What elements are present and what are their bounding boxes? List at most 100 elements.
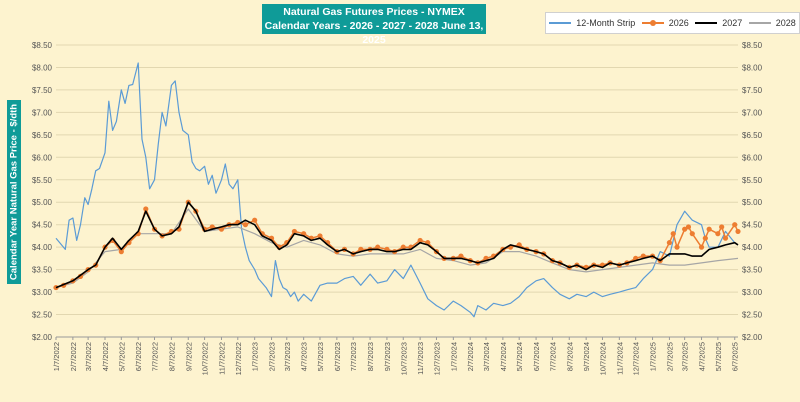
y-tick-label-right: $3.50	[742, 266, 763, 275]
series-point-2026	[118, 249, 124, 255]
chart-title-line-1: Natural Gas Futures Prices - NYMEX	[283, 6, 465, 18]
legend-item-12-month-strip: 12-Month Strip	[549, 18, 635, 28]
y-tick-label: $5.50	[32, 176, 53, 185]
x-tick-label: 7/7/2024	[548, 342, 557, 371]
y-tick-label: $3.50	[32, 266, 53, 275]
series-point-2026	[400, 244, 406, 250]
series-line-2026	[55, 201, 739, 289]
x-tick-label: 12/7/2022	[234, 342, 243, 375]
series-point-2026	[732, 222, 738, 228]
x-tick-label: 7/7/2023	[349, 342, 358, 371]
series-point-2026	[722, 235, 729, 241]
series-point-2026	[735, 228, 741, 235]
series-point-2026	[458, 253, 464, 259]
y-axis-title-box	[7, 100, 21, 284]
y-tick-label: $8.00	[32, 63, 53, 72]
legend-item-2026: 2026	[641, 18, 689, 28]
legend-swatch	[641, 20, 664, 26]
y-tick-label-right: $2.00	[742, 333, 763, 342]
x-tick-label: 5/7/2025	[714, 342, 723, 371]
series-point-2026	[143, 206, 149, 212]
x-tick-label: 4/7/2025	[698, 342, 707, 371]
x-tick-label: 3/7/2023	[283, 342, 292, 371]
x-tick-label: 1/7/2025	[649, 342, 658, 371]
x-tick-label: 7/7/2022	[151, 342, 160, 371]
x-tick-label: 1/7/2022	[52, 342, 61, 371]
x-tick-label: 2/7/2025	[665, 342, 674, 371]
y-tick-label-right: $2.50	[742, 311, 763, 320]
series-point-2026	[375, 244, 381, 250]
y-tick-label-right: $4.00	[742, 243, 763, 252]
y-tick-label: $3.00	[32, 288, 53, 297]
legend-swatch	[748, 22, 771, 24]
series-point-2026	[674, 244, 680, 250]
x-tick-label: 3/7/2025	[681, 342, 690, 371]
y-tick-label-right: $4.50	[742, 221, 763, 230]
x-tick-label: 8/7/2023	[366, 342, 375, 371]
x-tick-label: 1/7/2024	[449, 342, 458, 371]
y-tick-label: $2.00	[32, 333, 53, 342]
series-point-2026	[682, 226, 688, 232]
chart-title-line-2: Calendar Years - 2026 - 2027 - 2028 June…	[264, 20, 484, 46]
series-point-2026	[719, 224, 725, 230]
x-tick-label: 10/7/2024	[598, 342, 607, 375]
legend-swatch	[695, 22, 718, 24]
x-tick-label: 4/7/2023	[300, 342, 309, 371]
y-tick-label-right: $6.00	[742, 153, 763, 162]
y-tick-label-right: $6.50	[742, 131, 763, 140]
y-tick-label-right: $3.00	[742, 288, 763, 297]
series-point-2026	[715, 231, 721, 237]
x-tick-label: 5/7/2022	[117, 342, 126, 371]
series-point-2026	[685, 224, 692, 230]
legend-label: 12-Month Strip	[576, 18, 636, 28]
y-tick-label-right: $8.50	[742, 41, 763, 50]
series-point-2026	[702, 235, 708, 241]
x-tick-label: 1/7/2023	[251, 342, 260, 371]
x-tick-label: 9/7/2023	[383, 342, 392, 371]
x-tick-label: 3/7/2022	[84, 342, 93, 371]
x-tick-label: 9/7/2024	[582, 342, 591, 371]
y-tick-label: $6.00	[32, 153, 53, 162]
y-tick-label: $7.50	[32, 86, 53, 95]
series-point-2026	[698, 244, 705, 250]
x-tick-label: 10/7/2023	[399, 342, 408, 375]
y-tick-label: $7.00	[32, 108, 53, 117]
series-point-2026	[417, 237, 423, 244]
series-point-2026	[706, 226, 712, 232]
y-tick-label: $4.50	[32, 221, 53, 230]
x-tick-label: 8/7/2024	[565, 342, 574, 371]
legend-swatch	[549, 22, 572, 24]
y-tick-label-right: $5.00	[742, 198, 763, 207]
legend-item-2028: 2028	[748, 18, 796, 28]
x-tick-label: 11/7/2022	[217, 342, 226, 375]
x-tick-label: 11/7/2023	[416, 342, 425, 375]
series-point-2026	[670, 231, 676, 237]
series-point-2026	[242, 222, 249, 228]
x-tick-label: 5/7/2024	[515, 342, 524, 371]
y-tick-label: $5.00	[32, 198, 53, 207]
x-tick-label: 8/7/2022	[167, 342, 176, 371]
x-tick-label: 2/7/2024	[466, 342, 475, 371]
y-tick-label-right: $7.00	[742, 108, 763, 117]
series-point-2026	[689, 231, 695, 237]
y-tick-label: $2.50	[32, 311, 53, 320]
y-tick-label-right: $7.50	[742, 86, 763, 95]
x-tick-label: 11/7/2024	[615, 342, 624, 375]
series-point-2026	[291, 228, 298, 235]
x-tick-label: 10/7/2022	[201, 342, 210, 375]
x-tick-label: 12/7/2024	[632, 342, 641, 375]
legend: 12-Month Strip 2026 2027 2028	[545, 12, 800, 34]
series-point-2026	[252, 217, 258, 223]
x-tick-label: 2/7/2023	[268, 342, 277, 371]
x-tick-label: 6/7/2022	[134, 342, 143, 371]
chart-title: Natural Gas Futures Prices - NYMEX Calen…	[262, 4, 486, 46]
x-tick-label: 5/7/2023	[316, 342, 325, 371]
y-tick-label-right: $8.00	[742, 63, 763, 72]
y-tick-label: $8.50	[32, 41, 53, 50]
x-tick-label: 3/7/2024	[482, 342, 491, 371]
series-point-2026	[666, 240, 673, 246]
x-tick-label: 9/7/2022	[184, 342, 193, 371]
legend-label: 2028	[775, 18, 796, 28]
